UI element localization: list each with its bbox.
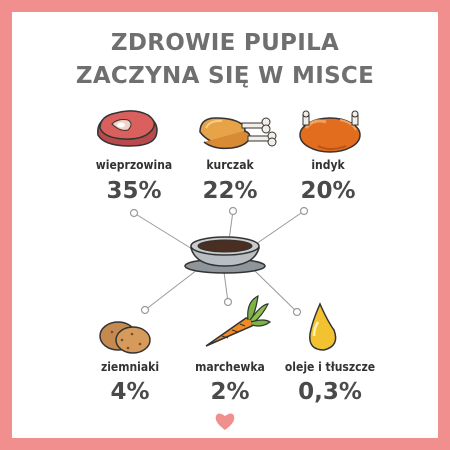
percent-marchewka: 2%: [210, 379, 250, 405]
chicken-icon: [199, 117, 277, 150]
label-oleje: oleje i tłuszcze: [284, 360, 376, 374]
oil-drop-icon: [309, 302, 337, 351]
label-kurczak: kurczak: [206, 158, 254, 172]
label-ziemniaki: ziemniaki: [100, 360, 160, 374]
pork-meat-icon: [97, 110, 158, 147]
connector-lines: [133, 210, 305, 313]
title-line-1: ZDROWIE PUPILA: [110, 30, 340, 56]
carrot-icon: [205, 294, 272, 347]
potato-icon: [99, 321, 151, 354]
connector-dots: [129, 206, 309, 317]
bowl-icon: [184, 236, 266, 274]
percent-oleje: 0,3%: [298, 379, 362, 405]
heart-icon: [212, 412, 238, 434]
percent-wieprzowina: 35%: [106, 178, 162, 204]
label-wieprzowina: wieprzowina: [95, 158, 173, 172]
label-indyk: indyk: [311, 158, 345, 172]
turkey-icon: [299, 110, 361, 153]
percent-indyk: 20%: [300, 178, 356, 204]
title-line-2: ZACZYNA SIĘ W MISCE: [75, 63, 375, 89]
label-marchewka: marchewka: [195, 360, 265, 374]
percent-kurczak: 22%: [202, 178, 258, 204]
percent-ziemniaki: 4%: [110, 379, 150, 405]
